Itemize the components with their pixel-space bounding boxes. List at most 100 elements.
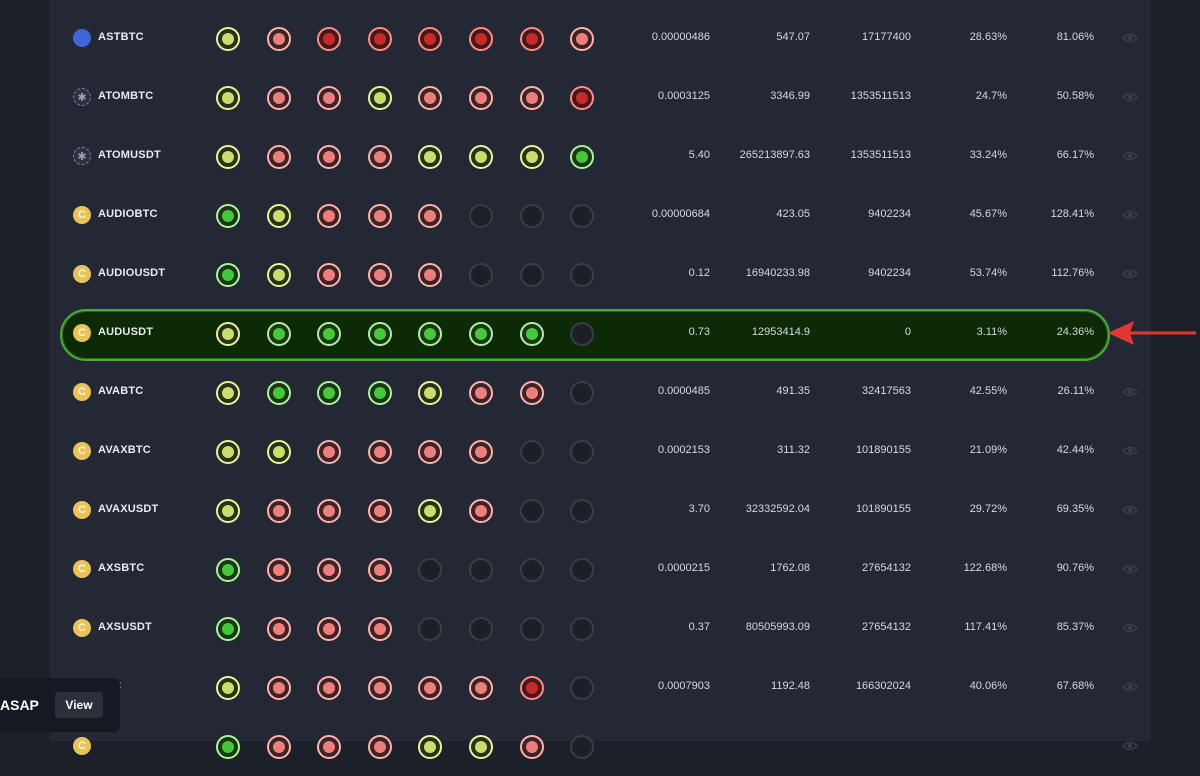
- signal-dot-icon: [570, 735, 594, 759]
- table-row[interactable]: C AUDIOUSDT 0.12 16940233.98 9402234 53.74% 11…: [50, 245, 1150, 304]
- signal-dot-icon: [267, 145, 291, 169]
- signal-dot-icon: [418, 381, 442, 405]
- signal-dot-icon: [570, 27, 594, 51]
- signal-dot-icon: [368, 735, 392, 759]
- signal-dot-icon: [469, 86, 493, 110]
- volume-cell: 423.05: [776, 208, 810, 220]
- signal-dot-icon: [418, 499, 442, 523]
- table-row-highlighted[interactable]: C AUDUSDT 0.73 12953414.9 0 3.11% 24.36%: [50, 304, 1150, 363]
- change-2-cell: 67.68%: [1056, 680, 1094, 692]
- signal-dot-icon: [520, 558, 544, 582]
- supply-cell: 1353511513: [850, 90, 911, 102]
- signal-dot-icon: [418, 322, 442, 346]
- signal-dot-icon: [570, 617, 594, 641]
- coin-icon: C: [73, 737, 91, 755]
- signal-dot-icon: [368, 204, 392, 228]
- volume-cell: 3346.99: [770, 90, 810, 102]
- signal-dot-icon: [520, 676, 544, 700]
- symbol-label: ATOMBTC: [98, 90, 154, 102]
- eye-icon[interactable]: [1122, 446, 1138, 456]
- supply-cell: 1353511513: [850, 149, 911, 161]
- price-cell: 0.73: [688, 326, 710, 338]
- table-row[interactable]: C AXSBTC 0.0000215 1762.08 27654132 122.68% 90…: [50, 540, 1150, 599]
- signal-dot-icon: [368, 27, 392, 51]
- price-cell: 0.00000684: [651, 208, 710, 220]
- change-2-cell: 50.58%: [1056, 90, 1094, 102]
- volume-cell: 80505993.09: [745, 621, 810, 633]
- eye-icon[interactable]: [1122, 33, 1138, 43]
- coin-icon: C: [73, 383, 91, 401]
- table-row[interactable]: C AUDIOBTC 0.00000684 423.05 9402234 45.67% 12…: [50, 186, 1150, 245]
- signal-dot-icon: [469, 735, 493, 759]
- signal-dot-icon: [216, 263, 240, 287]
- eye-icon[interactable]: [1122, 151, 1138, 161]
- change-1-cell: 21.09%: [969, 444, 1007, 456]
- volume-cell: 547.07: [776, 31, 810, 43]
- eye-icon[interactable]: [1122, 741, 1138, 751]
- signal-dot-icon: [520, 499, 544, 523]
- signal-dot-icon: [570, 204, 594, 228]
- table-row[interactable]: C AVAXBTC 0.0002153 311.32 101890155 21.09% 42…: [50, 422, 1150, 481]
- eye-icon[interactable]: [1122, 682, 1138, 692]
- coin-icon: C: [73, 206, 91, 224]
- signal-dot-icon: [520, 440, 544, 464]
- signal-dot-icon: [216, 204, 240, 228]
- signal-dot-icon: [216, 145, 240, 169]
- signal-dot-icon: [317, 558, 341, 582]
- change-1-cell: 45.67%: [969, 208, 1007, 220]
- coin-icon: C: [73, 324, 91, 342]
- table-row[interactable]: ✱ ATOMBTC 0.0003125 3346.99 1353511513 24.7% 5…: [50, 68, 1150, 127]
- supply-cell: 9402234: [868, 267, 911, 279]
- table-row[interactable]: C AVABTC 0.0000485 491.35 32417563 42.55% 26.1…: [50, 363, 1150, 422]
- signal-dot-icon: [520, 617, 544, 641]
- toast-view-button[interactable]: View: [55, 692, 103, 718]
- table-row[interactable]: C AVAXUSDT 3.70 32332592.04 101890155 29.72% 6…: [50, 481, 1150, 540]
- highlight-arrow-icon: [1108, 321, 1196, 345]
- volume-cell: 16940233.98: [745, 267, 810, 279]
- signal-dot-icon: [469, 263, 493, 287]
- eye-icon[interactable]: [1122, 269, 1138, 279]
- signal-dot-icon: [216, 440, 240, 464]
- price-cell: 0.12: [688, 267, 710, 279]
- signal-dot-icon: [267, 676, 291, 700]
- price-cell: 0.37: [688, 621, 710, 633]
- eye-icon[interactable]: [1122, 387, 1138, 397]
- table-row[interactable]: ASTBTC 0.00000486 547.07 17177400 28.63% 81.0…: [50, 9, 1150, 68]
- table-row[interactable]: CBTC0.00079031192.4816630202440.06%67.68…: [50, 658, 1150, 717]
- eye-icon[interactable]: [1122, 505, 1138, 515]
- coin-icon: [73, 29, 91, 47]
- signal-dot-icon: [418, 440, 442, 464]
- table-row[interactable]: C AXSUSDT 0.37 80505993.09 27654132 117.41% 85…: [50, 599, 1150, 658]
- signal-dot-icon: [469, 617, 493, 641]
- signal-dot-icon: [267, 558, 291, 582]
- eye-icon[interactable]: [1122, 210, 1138, 220]
- signal-dot-icon: [317, 263, 341, 287]
- signal-dot-icon: [520, 381, 544, 405]
- signal-dot-icon: [469, 145, 493, 169]
- change-1-cell: 3.11%: [976, 326, 1007, 338]
- table-row[interactable]: C: [50, 717, 1150, 776]
- signal-dot-icon: [520, 27, 544, 51]
- volume-cell: 491.35: [776, 385, 810, 397]
- signal-dot-icon: [368, 558, 392, 582]
- eye-icon[interactable]: [1122, 623, 1138, 633]
- coin-icon: ✱: [73, 88, 91, 106]
- table-row[interactable]: ✱ ATOMUSDT 5.40 265213897.63 1353511513 33.24…: [50, 127, 1150, 186]
- eye-icon[interactable]: [1122, 564, 1138, 574]
- symbol-label: ATOMUSDT: [98, 149, 161, 161]
- signal-dot-icon: [267, 27, 291, 51]
- supply-cell: 27654132: [862, 621, 911, 633]
- signal-dot-icon: [570, 263, 594, 287]
- signal-dot-icon: [317, 440, 341, 464]
- price-cell: 5.40: [688, 149, 710, 161]
- signal-dot-icon: [216, 381, 240, 405]
- supply-cell: 27654132: [862, 562, 911, 574]
- signal-dot-icon: [267, 322, 291, 346]
- signal-dot-icon: [317, 617, 341, 641]
- signal-dot-icon: [520, 204, 544, 228]
- price-cell: 0.0000215: [658, 562, 710, 574]
- symbol-label: AUDIOUSDT: [98, 267, 166, 279]
- signal-dot-icon: [469, 558, 493, 582]
- change-2-cell: 112.76%: [1051, 267, 1094, 279]
- eye-icon[interactable]: [1122, 92, 1138, 102]
